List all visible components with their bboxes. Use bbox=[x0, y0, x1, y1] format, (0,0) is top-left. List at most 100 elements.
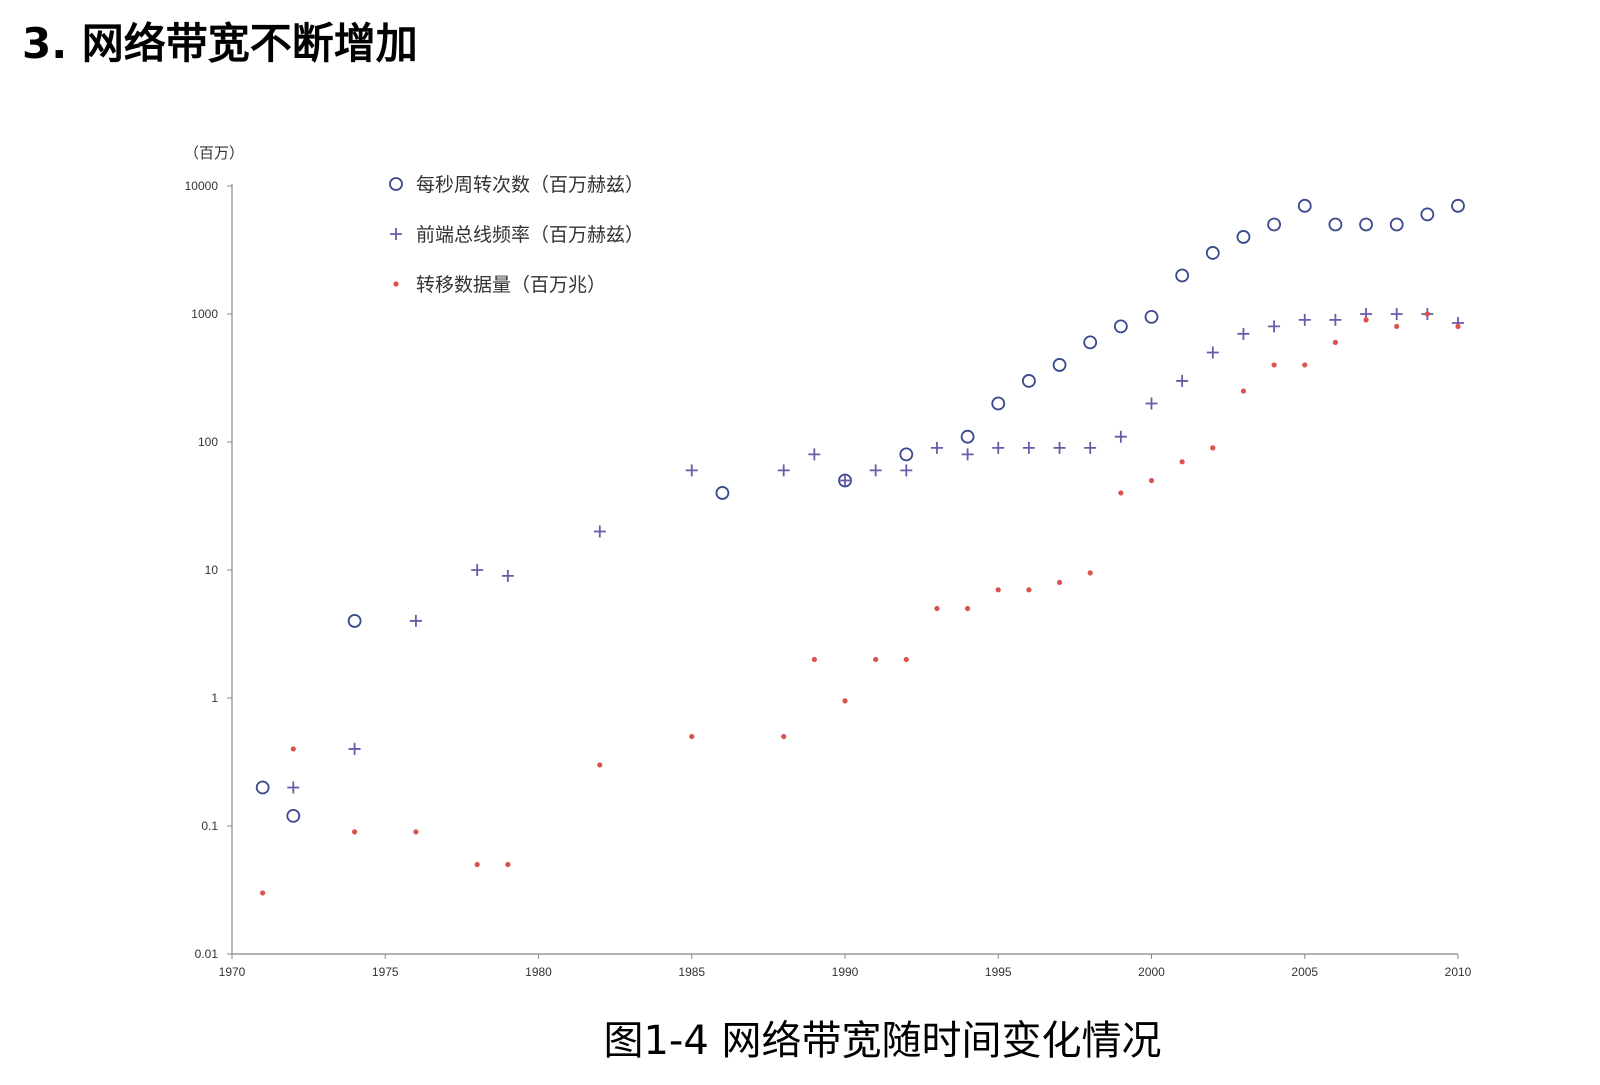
x-tick-label: 2000 bbox=[1138, 965, 1165, 979]
data-point bbox=[842, 698, 848, 704]
data-point bbox=[1179, 459, 1185, 465]
data-point bbox=[965, 605, 971, 612]
data-point bbox=[255, 780, 270, 795]
data-point bbox=[934, 605, 940, 612]
data-point bbox=[1210, 445, 1216, 451]
data-point bbox=[930, 441, 943, 454]
data-point bbox=[286, 808, 301, 823]
series-plus-points bbox=[287, 308, 1464, 794]
y-tick-label: 0.1 bbox=[201, 819, 218, 833]
y-tick-label: 10000 bbox=[185, 179, 219, 193]
data-point bbox=[1148, 477, 1155, 484]
data-point bbox=[995, 587, 1001, 593]
y-axis-unit-label: （百万） bbox=[184, 144, 244, 162]
data-point bbox=[1144, 309, 1159, 324]
data-point bbox=[1052, 358, 1067, 372]
figure-caption: 图1-4 网络带宽随时间变化情况 bbox=[603, 1018, 1162, 1064]
chart-ticks: 0.01 0.1 1 10 100 1000 10000 1970 1975 1980 1985 19… bbox=[184, 144, 1472, 979]
data-point bbox=[1455, 323, 1461, 330]
data-point bbox=[1236, 230, 1251, 244]
data-point bbox=[1206, 346, 1219, 359]
data-point bbox=[811, 656, 817, 663]
data-point bbox=[1389, 217, 1404, 232]
data-point bbox=[960, 429, 975, 444]
x-tick-label: 2010 bbox=[1445, 965, 1472, 979]
series-circle-points bbox=[255, 198, 1465, 823]
data-point bbox=[873, 656, 879, 663]
data-point bbox=[501, 569, 514, 582]
x-tick-label: 1970 bbox=[219, 965, 246, 979]
data-point bbox=[1053, 441, 1066, 454]
legend-label: 转移数据量（百万兆） bbox=[416, 274, 606, 296]
data-point bbox=[1113, 319, 1128, 334]
section-heading: 3. 网络带宽不断增加 bbox=[22, 19, 418, 68]
data-point bbox=[505, 861, 511, 868]
data-point bbox=[1297, 198, 1312, 213]
x-tick-label: 1985 bbox=[678, 965, 705, 979]
data-point bbox=[992, 441, 1005, 454]
data-point bbox=[1394, 323, 1400, 330]
y-tick-label: 10 bbox=[205, 563, 219, 577]
data-point bbox=[685, 464, 698, 477]
data-point bbox=[352, 829, 358, 835]
data-point bbox=[903, 656, 909, 663]
data-point bbox=[1332, 339, 1338, 345]
data-point bbox=[347, 614, 362, 628]
data-point bbox=[290, 746, 296, 752]
legend-marker-plus bbox=[390, 228, 402, 240]
data-point bbox=[1118, 490, 1124, 496]
data-point bbox=[287, 781, 300, 794]
data-point bbox=[1420, 207, 1435, 222]
data-point bbox=[869, 464, 882, 477]
legend-label: 每秒周转次数（百万赫兹） bbox=[416, 174, 644, 196]
chart-axes bbox=[231, 184, 1458, 955]
data-point bbox=[1363, 317, 1369, 323]
legend-marker-dot bbox=[393, 281, 399, 287]
x-tick-label: 2005 bbox=[1291, 965, 1318, 979]
chart-legend: 每秒周转次数（百万赫兹） 前端总线频率（百万赫兹） 转移数据量（百万兆） bbox=[389, 174, 644, 296]
data-point bbox=[1084, 441, 1097, 454]
data-point bbox=[471, 564, 484, 576]
data-point bbox=[1056, 579, 1063, 586]
data-point bbox=[1328, 217, 1343, 232]
y-tick-label: 1 bbox=[211, 691, 218, 705]
data-point bbox=[1237, 327, 1250, 340]
data-point bbox=[1240, 388, 1247, 394]
data-point bbox=[1083, 335, 1098, 350]
data-point bbox=[808, 448, 821, 461]
data-point bbox=[1424, 311, 1430, 317]
data-point bbox=[1268, 320, 1281, 333]
data-point bbox=[1390, 308, 1403, 320]
data-point bbox=[474, 861, 480, 868]
data-point bbox=[1298, 313, 1311, 326]
data-point bbox=[1302, 362, 1308, 368]
x-tick-label: 1995 bbox=[985, 965, 1012, 979]
data-point bbox=[1451, 198, 1465, 213]
x-tick-label: 1990 bbox=[832, 965, 859, 979]
data-point bbox=[1145, 397, 1158, 410]
data-point bbox=[1175, 268, 1190, 283]
y-tick-label: 100 bbox=[198, 435, 218, 449]
y-tick-label: 1000 bbox=[191, 307, 218, 321]
data-point bbox=[689, 733, 695, 740]
data-point bbox=[1267, 217, 1281, 232]
y-tick-label: 0.01 bbox=[195, 947, 219, 961]
data-point bbox=[1022, 441, 1035, 454]
data-point bbox=[1359, 217, 1373, 232]
data-point bbox=[1114, 430, 1127, 443]
data-point bbox=[413, 829, 419, 835]
data-point bbox=[900, 464, 913, 477]
data-point bbox=[1205, 246, 1220, 260]
data-point bbox=[409, 614, 422, 627]
data-point bbox=[348, 742, 361, 755]
data-point bbox=[1022, 374, 1036, 388]
data-point bbox=[781, 733, 787, 740]
data-point bbox=[839, 474, 851, 487]
data-point bbox=[597, 762, 603, 768]
data-point bbox=[991, 396, 1006, 411]
data-point bbox=[1329, 313, 1342, 326]
x-tick-label: 1975 bbox=[372, 965, 399, 979]
data-point bbox=[1176, 374, 1189, 387]
data-point bbox=[899, 447, 914, 462]
